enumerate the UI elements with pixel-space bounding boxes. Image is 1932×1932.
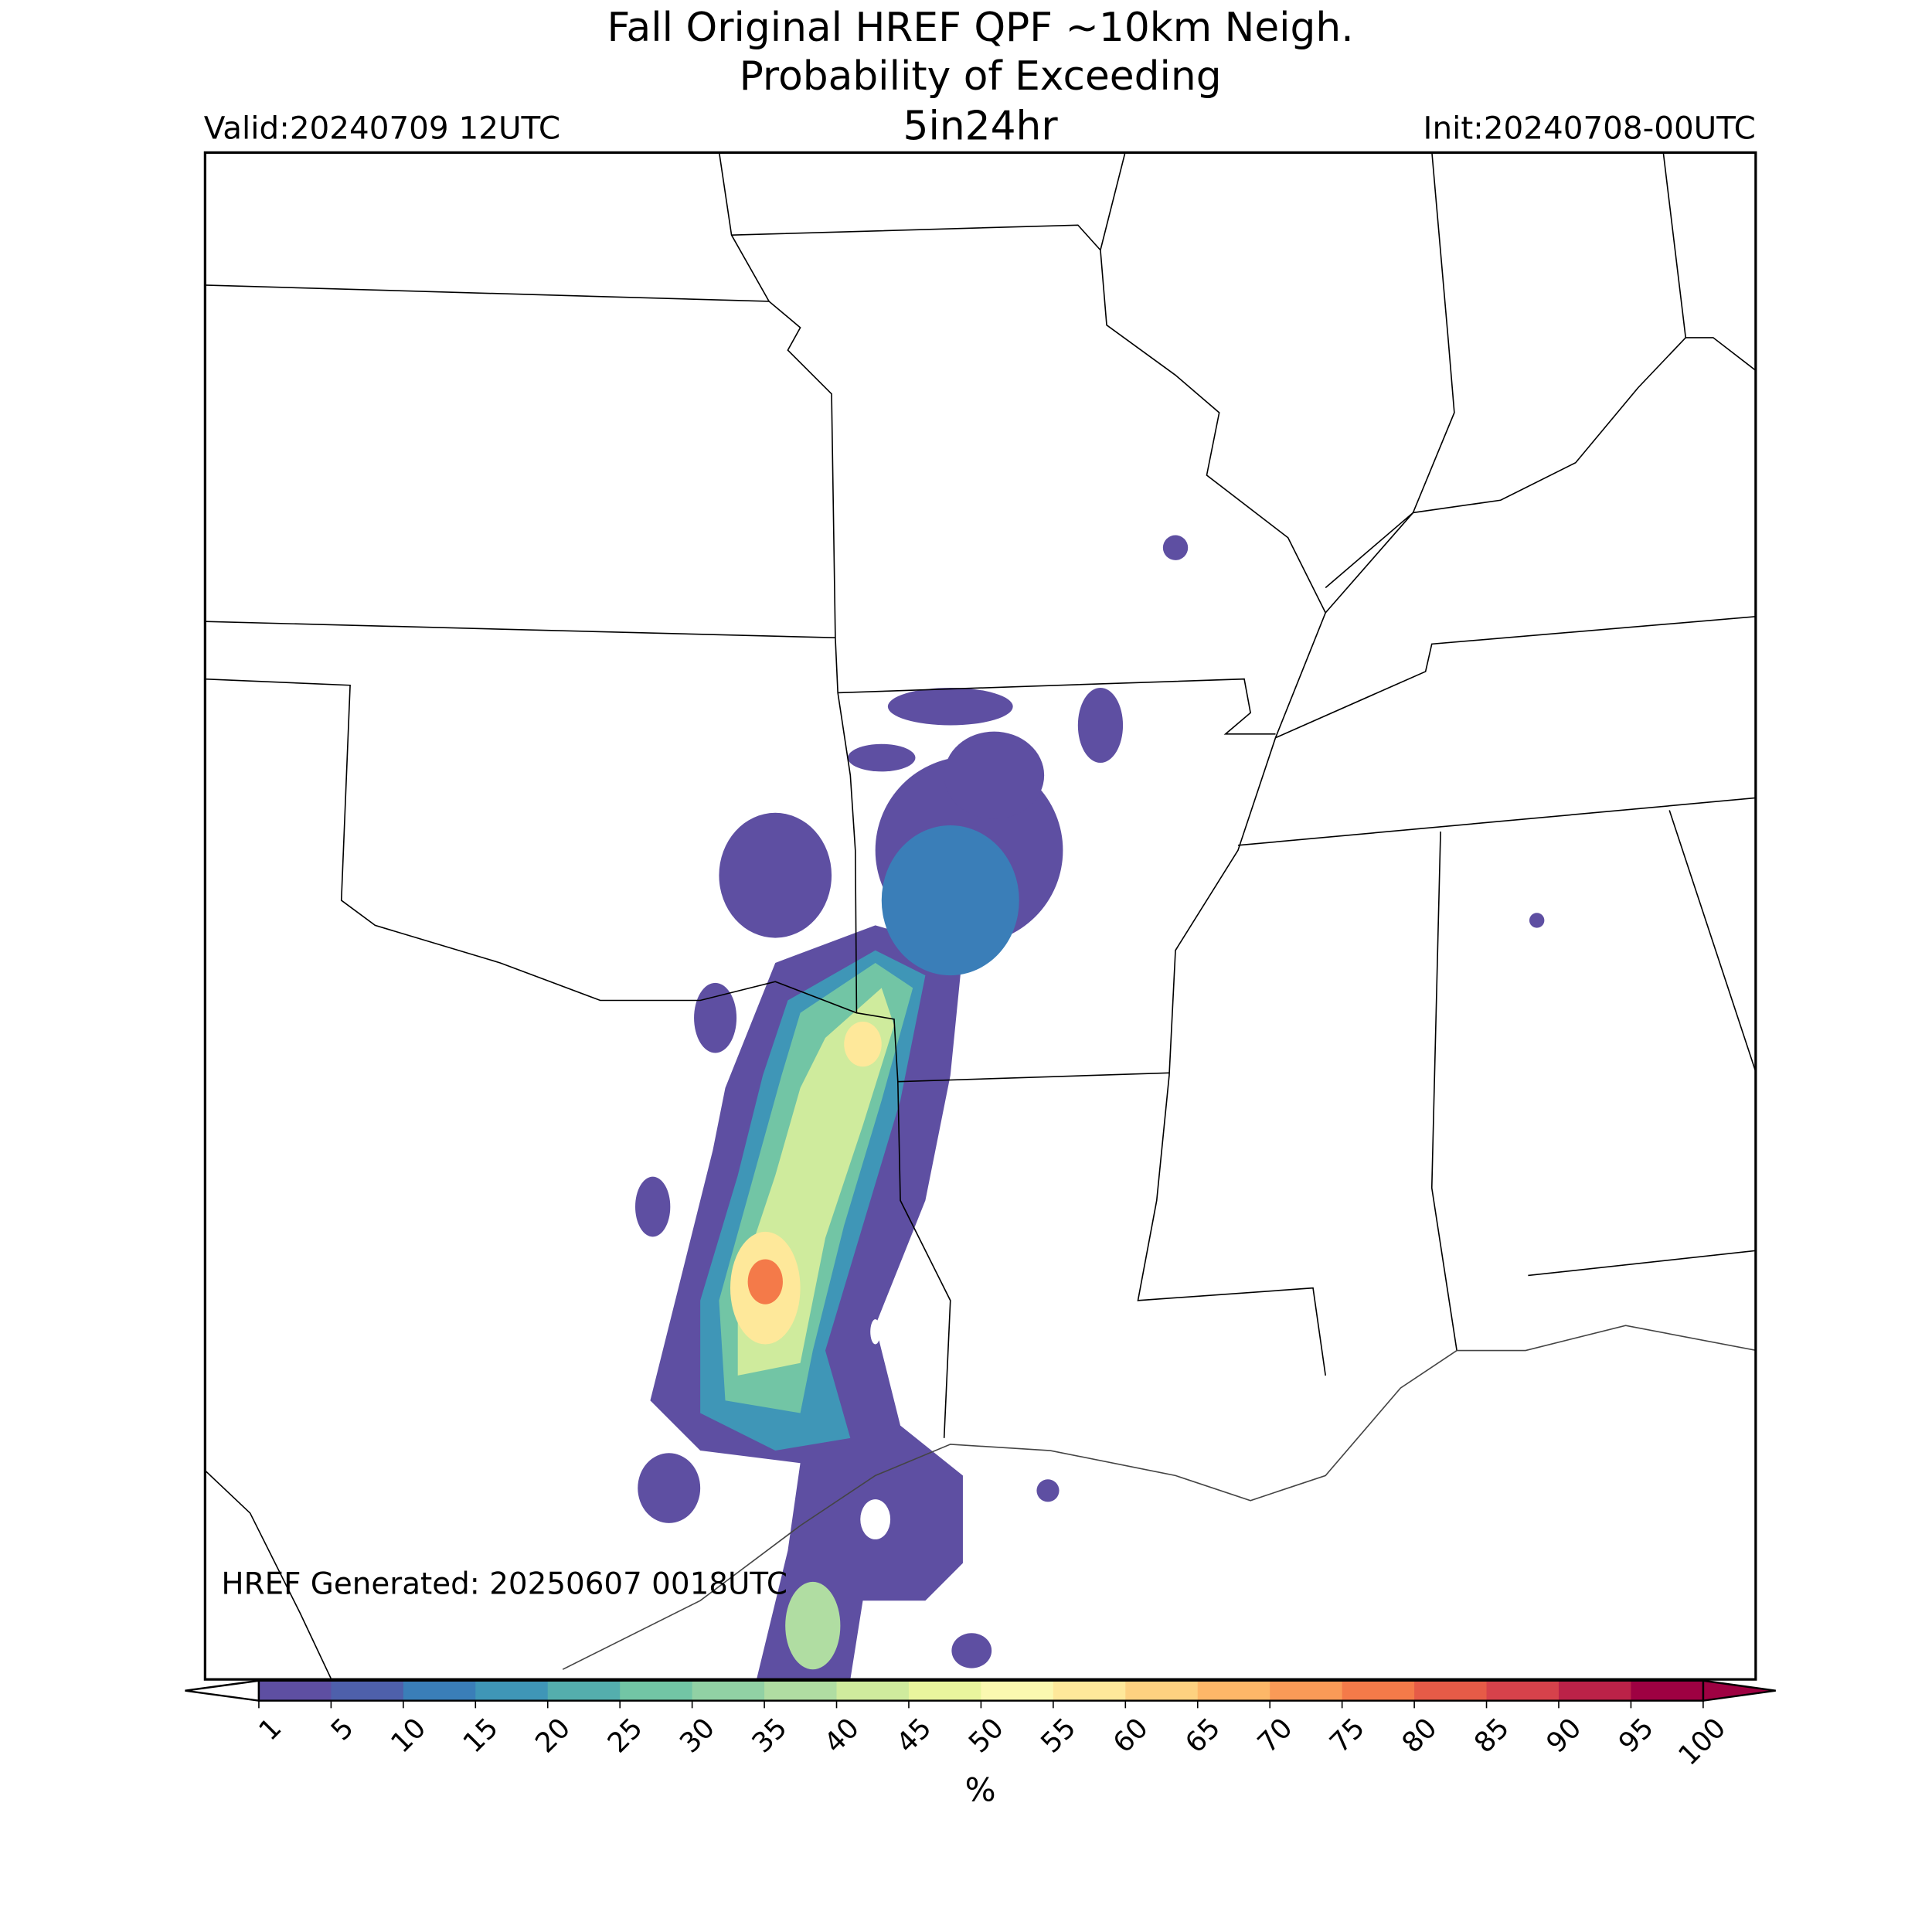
colorbar-tick-label: 40 <box>818 1713 866 1760</box>
colorbar-segment <box>692 1680 765 1701</box>
colorbar-segment <box>1270 1680 1343 1701</box>
colorbar-tick-label: 50 <box>963 1713 1010 1760</box>
colorbar-segment <box>981 1680 1054 1701</box>
colorbar-segment <box>403 1680 477 1701</box>
colorbar-segment <box>1197 1680 1271 1701</box>
colorbar-tick-label: 35 <box>746 1713 793 1760</box>
colorbar-tick-label: 10 <box>385 1713 432 1760</box>
init-time: Init:20240708-00UTC <box>1423 109 1756 146</box>
colorbar-segment <box>258 1680 332 1701</box>
valid-time: Valid:20240709 12UTC <box>204 109 560 146</box>
colorbar-under <box>185 1679 260 1702</box>
colorbar-tick-label: 45 <box>890 1713 937 1760</box>
title-line: Probability of Exceeding <box>740 53 1222 100</box>
colorbar-tick-label: 80 <box>1396 1713 1443 1760</box>
colorbar-tick-label: 100 <box>1672 1713 1732 1772</box>
colorbar-segment <box>836 1680 910 1701</box>
colorbar-segment <box>547 1680 621 1701</box>
colorbar-tick-label: 30 <box>674 1713 721 1760</box>
colorbar-tick-label: 20 <box>529 1713 577 1760</box>
colorbar-tick-label: 90 <box>1540 1713 1587 1760</box>
title-line: Fall Original HREF QPF ~10km Neigh. <box>607 5 1354 51</box>
colorbar-tick-label: 85 <box>1468 1713 1515 1760</box>
colorbar-tick-label: 60 <box>1107 1713 1155 1760</box>
colorbar: 1 5 10 15 20 25 30 35 40 45 50 55 60 65 70 75 80 85 90 95 10… <box>185 1679 1776 1772</box>
colorbar-segment <box>331 1680 404 1701</box>
precip-field <box>635 535 1545 1679</box>
boundaries <box>205 152 1756 1679</box>
title-line: 5in24hr <box>903 104 1059 150</box>
colorbar-label: % <box>965 1770 996 1808</box>
colorbar-tick-label: 65 <box>1179 1713 1226 1760</box>
colorbar-segment <box>1558 1680 1632 1701</box>
colorbar-segment <box>475 1680 549 1701</box>
colorbar-over <box>1702 1679 1776 1702</box>
colorbar-tick-label: 95 <box>1613 1713 1660 1760</box>
colorbar-tick-label: 5 <box>325 1713 360 1747</box>
colorbar-segment <box>908 1680 982 1701</box>
colorbar-tick-label: 1 <box>253 1713 287 1747</box>
colorbar-segment <box>1125 1680 1199 1701</box>
colorbar-segment <box>1486 1680 1560 1701</box>
map-frame <box>203 151 1757 1681</box>
colorbar-segment <box>1053 1680 1127 1701</box>
colorbar-tick-label: 70 <box>1252 1713 1299 1760</box>
generated-note: HREF Generated: 20250607 0018UTC <box>221 1566 787 1601</box>
colorbar-segment <box>1631 1680 1704 1701</box>
colorbar-segment <box>1342 1680 1415 1701</box>
colorbar-segment <box>764 1680 838 1701</box>
colorbar-tick-label: 15 <box>457 1713 505 1760</box>
colorbar-tick-label: 25 <box>602 1713 649 1760</box>
colorbar-segment <box>620 1680 693 1701</box>
colorbar-segment <box>1414 1680 1488 1701</box>
colorbar-tick-label: 55 <box>1035 1713 1082 1760</box>
colorbar-tick-label: 75 <box>1324 1713 1371 1760</box>
map <box>205 152 1756 1679</box>
